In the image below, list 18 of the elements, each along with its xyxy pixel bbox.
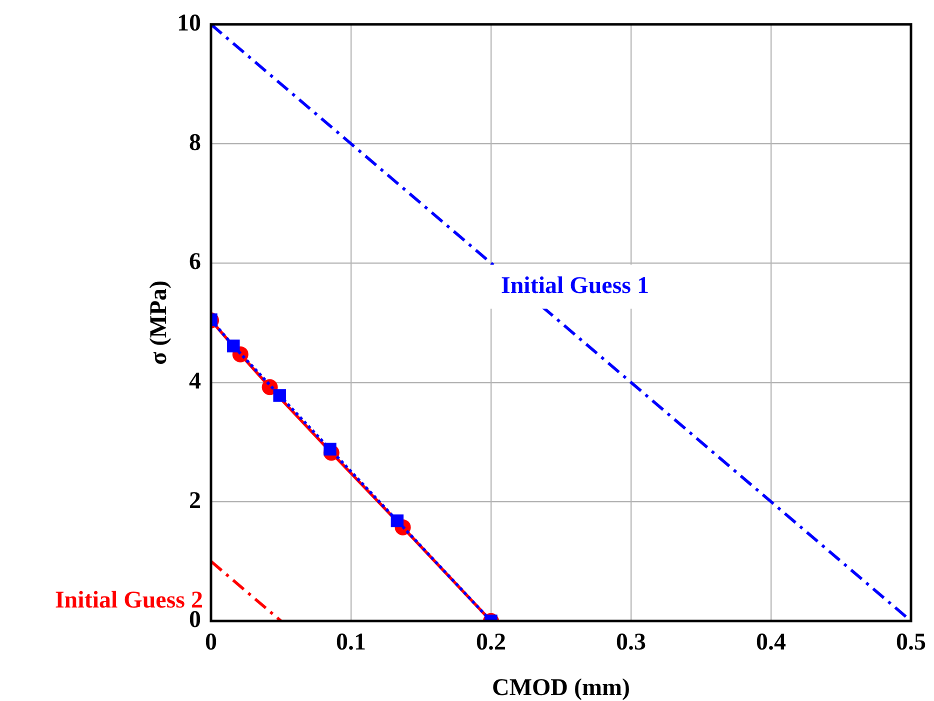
y-tick-label: 2 — [189, 488, 201, 514]
point — [390, 514, 404, 528]
x-tick-label: 0 — [205, 630, 217, 656]
x-tick-label: 0.4 — [756, 630, 786, 656]
x-tick-label: 0.1 — [336, 630, 366, 656]
x-tick-label: 0.3 — [616, 630, 646, 656]
x-tick-label: 0.5 — [896, 630, 926, 656]
point — [324, 442, 336, 456]
series-label: Initial Guess 1 — [500, 272, 650, 299]
x-tick-label: 0.2 — [476, 630, 506, 656]
y-tick-label: 8 — [189, 130, 201, 156]
y-tick-label: 4 — [189, 368, 201, 395]
y-tick-label: 10 — [177, 10, 201, 37]
point — [227, 340, 240, 352]
y-axis-title: σ (MPa) — [146, 280, 172, 365]
point — [273, 389, 286, 402]
y-tick-label: 6 — [189, 249, 201, 276]
x-axis-title: CMOD (mm) — [492, 675, 630, 701]
